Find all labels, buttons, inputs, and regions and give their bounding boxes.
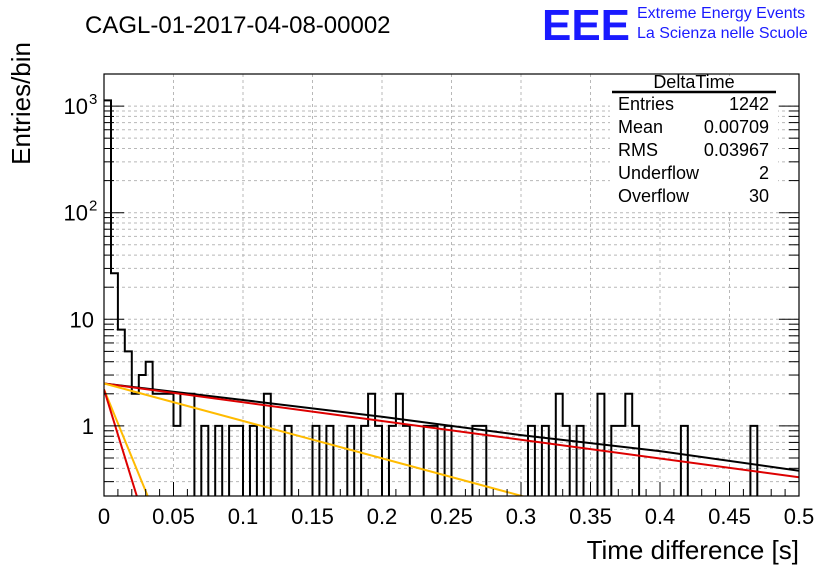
y-tick-label: 10	[64, 94, 88, 119]
fit-curve	[104, 382, 799, 479]
x-tick-label: 0	[98, 504, 110, 529]
y-tick-exponent: 3	[89, 91, 97, 108]
stats-row-value: 1242	[729, 94, 769, 114]
stats-rows: Entries 1242 Mean 0.00709 RMS 0.03967Underflo…	[618, 94, 769, 206]
y-tick-label: 1	[82, 414, 94, 439]
stats-row-value: 0.03967	[704, 140, 769, 160]
x-tick-label: 0.1	[228, 504, 259, 529]
stats-row-label: Entries	[618, 94, 674, 114]
stats-row-label: RMS	[618, 140, 658, 160]
stats-row-value: 2	[759, 163, 769, 183]
stats-row-label: Underflow	[618, 163, 700, 183]
eee-logo: EEE Extreme Energy Events La Scienza nel…	[542, 1, 808, 50]
x-tick-label: 0.2	[367, 504, 398, 529]
stats-row-label: Mean	[618, 117, 663, 137]
x-tick-label: 0.35	[569, 504, 612, 529]
fit-curve	[104, 389, 149, 496]
logo-line-2: La Scienza nelle Scuole	[637, 25, 808, 42]
stats-title: DeltaTime	[653, 72, 734, 92]
y-tick-exponent: 2	[89, 198, 97, 215]
logo-line-1: Extreme Energy Events	[637, 5, 805, 22]
y-axis-label: Entries/bin	[6, 42, 36, 165]
x-axis-label: Time difference [s]	[587, 535, 799, 565]
fit-curve	[104, 389, 138, 496]
fit-curve	[104, 382, 799, 472]
stats-row-value: 0.00709	[704, 117, 769, 137]
stats-box: DeltaTime Entries 1242 Mean 0.00709 RMS 0.039…	[610, 72, 778, 209]
stats-row-label: Overflow	[618, 186, 690, 206]
histogram-bins	[104, 99, 759, 496]
x-tick-labels: 0 0.05 0.1 0.15 0.2 0.25 0.3 0.35 0.4 0.45 0.5	[98, 504, 814, 529]
x-tick-label: 0.25	[430, 504, 473, 529]
fit-curve	[104, 382, 526, 496]
x-tick-label: 0.5	[784, 504, 815, 529]
x-tick-label: 0.4	[645, 504, 676, 529]
stats-row-value: 30	[749, 186, 769, 206]
x-tick-label: 0.3	[506, 504, 537, 529]
y-tick-label: 10	[64, 201, 88, 226]
stats-box-background	[610, 76, 778, 209]
y-tick-label: 10	[70, 307, 94, 332]
axis-ticks	[103, 73, 800, 496]
x-tick-label: 0.45	[708, 504, 751, 529]
x-tick-label: 0.15	[291, 504, 334, 529]
eee-logo-letters: EEE	[542, 1, 630, 50]
run-title: CAGL-01-2017-04-08-00002	[85, 12, 391, 39]
fit-curves	[104, 382, 799, 496]
x-tick-label: 0.05	[152, 504, 195, 529]
